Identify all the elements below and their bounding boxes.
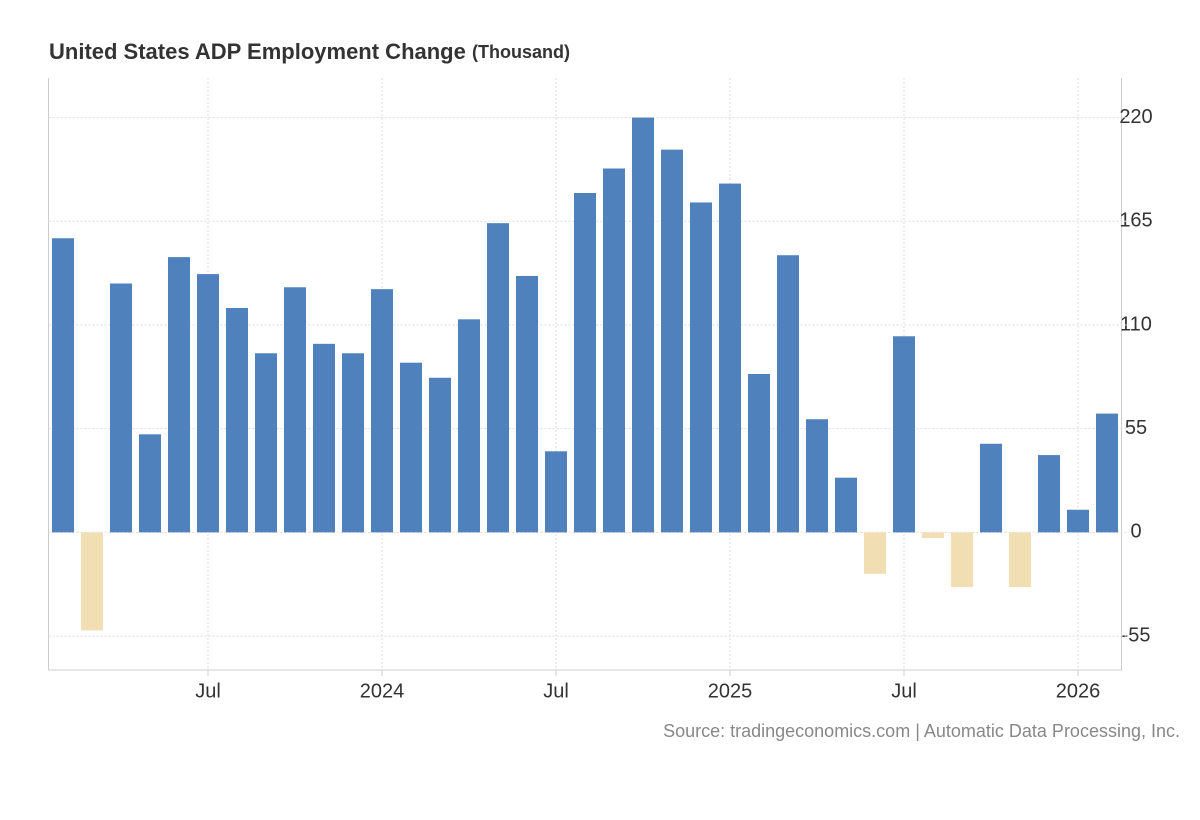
bar: [1095, 413, 1119, 533]
bar: [196, 274, 220, 533]
bar: [834, 477, 858, 533]
bar: [1008, 532, 1032, 588]
bar: [486, 223, 510, 533]
bar: [921, 532, 945, 539]
bar: [283, 287, 307, 533]
y-tick-label: 165: [1119, 210, 1152, 232]
bar: [225, 308, 249, 533]
bar: [805, 419, 829, 533]
subtitle: (Thousand): [472, 42, 570, 62]
bar: [138, 434, 162, 533]
bar: [370, 289, 394, 533]
x-tick-label: Jul: [543, 680, 569, 702]
bar: [515, 275, 539, 533]
bar: [631, 117, 655, 533]
bar: [1066, 509, 1090, 533]
bar: [718, 183, 742, 533]
source: Source: tradingeconomics.com | Automatic…: [663, 721, 1180, 741]
x-tick-label: Jul: [195, 680, 221, 702]
bar: [892, 336, 916, 533]
y-tick-label: 110: [1120, 313, 1152, 335]
bar: [863, 532, 887, 574]
bar: [776, 255, 800, 533]
bar: [573, 193, 597, 533]
bar: [1037, 455, 1061, 533]
bar: [979, 443, 1003, 533]
bar: [660, 149, 684, 533]
bar: [399, 362, 423, 533]
title: United States ADP Employment Change: [49, 39, 466, 64]
x-tick-label: 2026: [1056, 680, 1101, 702]
bar: [254, 353, 278, 533]
bar: [689, 202, 713, 533]
y-tick-label: 220: [1119, 106, 1152, 128]
y-tick-label: 0: [1130, 521, 1141, 543]
bar: [341, 353, 365, 533]
bar: [428, 377, 452, 533]
bar: [950, 532, 974, 588]
bar: [602, 168, 626, 533]
x-tick-label: Jul: [891, 680, 917, 702]
x-tick-label: 2025: [708, 680, 753, 702]
bar: [544, 451, 568, 533]
x-tick-label: 2024: [360, 680, 405, 702]
y-tick-label: 55: [1125, 417, 1147, 439]
bar: [80, 532, 104, 631]
bar: [457, 319, 481, 533]
bar: [109, 283, 133, 533]
bar: [167, 257, 191, 533]
bar: [747, 374, 771, 533]
bar: [312, 343, 336, 533]
y-tick-label: -55: [1122, 624, 1151, 646]
chart-title: United States ADP Employment Change (Tho…: [49, 39, 570, 64]
bar: [51, 238, 75, 533]
